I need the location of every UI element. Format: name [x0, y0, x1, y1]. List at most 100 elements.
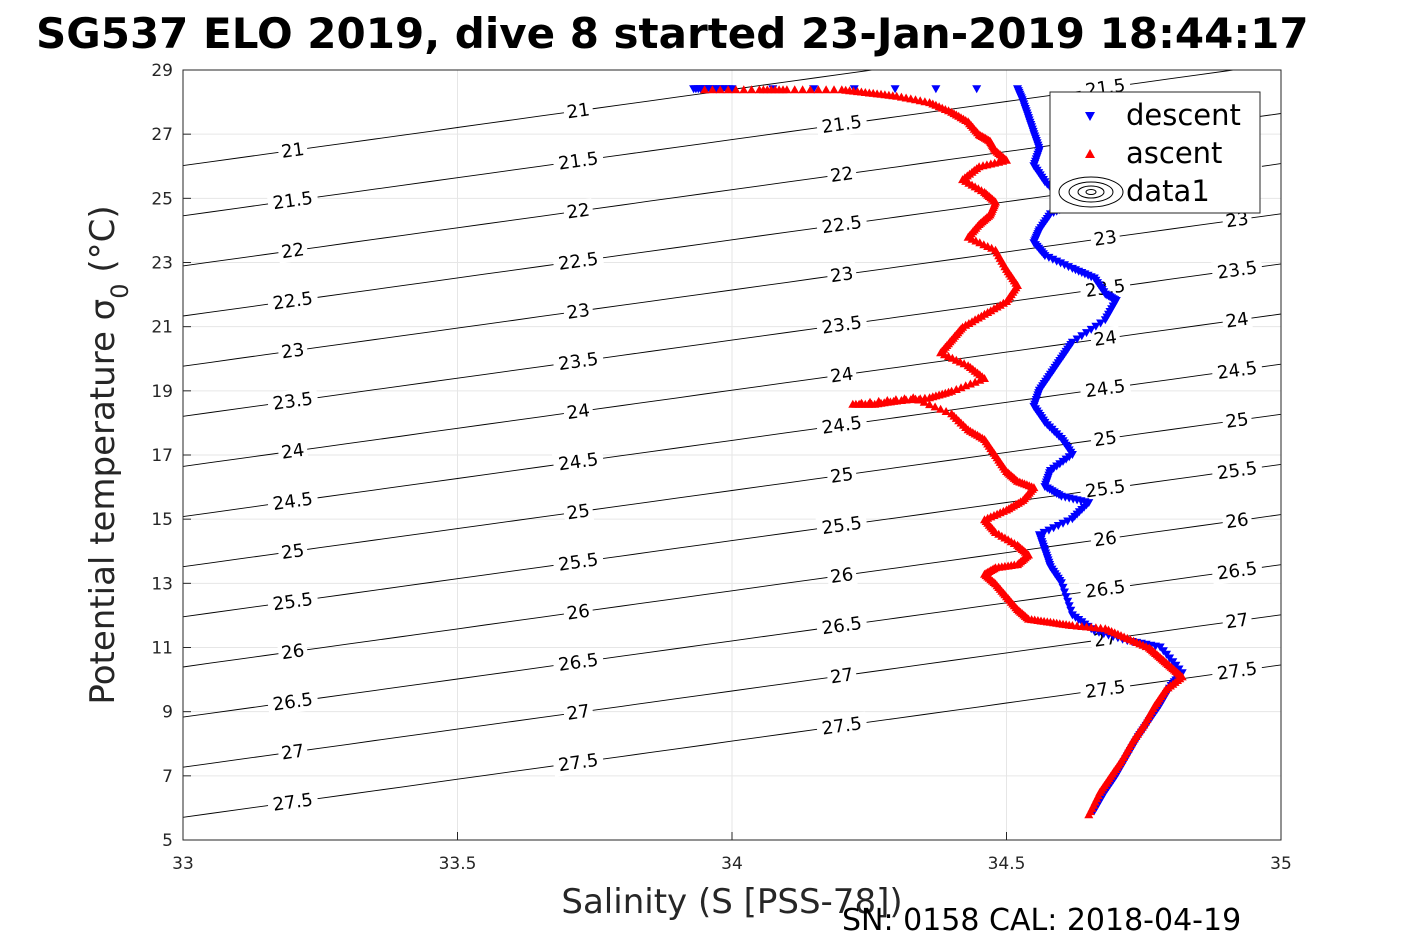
- contour-label-text: 26: [829, 564, 855, 588]
- descent-point: [1053, 522, 1063, 530]
- contour-label: 23: [825, 261, 858, 288]
- descent-point: [1058, 583, 1068, 592]
- ascent-point: [707, 85, 717, 94]
- contour-label: 22: [562, 198, 595, 224]
- x-tick-label: 33.5: [439, 854, 477, 874]
- x-tick-label: 33: [172, 854, 194, 874]
- ascent-point: [951, 385, 961, 393]
- contour-label: 24: [1221, 307, 1253, 333]
- descent-point: [1063, 597, 1073, 606]
- ascent-point: [975, 375, 985, 384]
- contour-label: 26: [1089, 526, 1122, 552]
- ascent-point: [1084, 810, 1094, 819]
- ascent-point: [865, 397, 875, 406]
- contour-label: 23: [276, 338, 309, 364]
- contour-label-bg: [562, 599, 595, 625]
- legend-contour-icon: [1058, 176, 1124, 208]
- contour-label-bg: [815, 109, 869, 139]
- contour-label-bg: [266, 286, 320, 316]
- contour-label: 25.5: [552, 547, 605, 577]
- contour-label-bg: [276, 237, 309, 264]
- chart-title: SG537 ELO 2019, dive 8 started 23-Jan-20…: [36, 9, 1309, 58]
- contour-label-text: 27: [829, 664, 855, 688]
- contour-label-bg: [825, 261, 858, 288]
- contour-label-bg: [1221, 608, 1253, 634]
- descent-point: [1061, 593, 1071, 602]
- contour-label-text: 23: [566, 300, 592, 324]
- contour-label-text: 27: [1224, 609, 1250, 633]
- descent-point: [1082, 329, 1091, 338]
- y-tick-label: 25: [151, 189, 173, 209]
- legend-ascent-marker: [1085, 149, 1095, 158]
- contour-label-text: 23: [1093, 227, 1119, 251]
- contour-label: 25: [276, 538, 309, 565]
- contour-label: 24: [1089, 325, 1122, 352]
- footer-serial-calibration: SN: 0158 CAL: 2018-04-19: [842, 903, 1241, 938]
- contour-label-text: 24: [1093, 327, 1119, 351]
- contour-label-text: 24: [1224, 309, 1250, 333]
- ascent-point: [891, 395, 901, 404]
- descent-point: [1066, 606, 1076, 615]
- contour-label-text: 23: [280, 339, 306, 363]
- descent-point: [972, 85, 982, 94]
- contour-label: 24: [276, 438, 309, 465]
- y-tick-label: 7: [162, 767, 173, 787]
- contour-label-bg: [1089, 526, 1122, 552]
- contour-label-text: 22: [566, 200, 592, 224]
- contour-label: 22: [825, 161, 858, 188]
- descent-point: [1049, 524, 1059, 533]
- contour-label-text: 25: [1093, 427, 1119, 451]
- contour-label-bg: [1089, 225, 1122, 252]
- contour-label-text: 23: [829, 263, 855, 287]
- contour-label-bg: [1221, 407, 1253, 434]
- contour-label: 26.5: [266, 687, 320, 717]
- contour-label-bg: [815, 711, 869, 741]
- x-axis-label: Salinity (S [PSS-78]): [561, 882, 902, 922]
- descent-point: [1063, 517, 1073, 526]
- descent-point: [1056, 579, 1066, 588]
- ascent-point: [908, 393, 918, 402]
- ascent-point: [941, 407, 951, 415]
- contour-label-text: 21: [566, 99, 592, 123]
- contour-label-bg: [1210, 656, 1264, 686]
- contour-label-text: 27: [280, 741, 306, 765]
- contour-label: 22.5: [552, 246, 605, 276]
- contour-label-bg: [266, 787, 320, 817]
- contour-label: 22: [276, 237, 309, 264]
- x-tick-label: 34.5: [988, 854, 1026, 874]
- contour-label-bg: [815, 611, 869, 640]
- contour-label-bg: [1210, 255, 1264, 285]
- contour-label-text: 25: [280, 540, 306, 564]
- contour-label-bg: [1210, 556, 1264, 586]
- descent-point: [1072, 335, 1082, 344]
- ascent-point: [965, 379, 975, 388]
- x-tick-label: 35: [1270, 854, 1292, 874]
- contour-label-text: 22: [280, 239, 306, 263]
- contour-label: 25: [1089, 425, 1122, 452]
- ascent-point: [739, 85, 749, 94]
- descent-point: [1091, 322, 1101, 331]
- ascent-point: [731, 85, 741, 94]
- ascent-point: [848, 399, 858, 408]
- contour-label-bg: [266, 687, 320, 717]
- contour-label: 23: [562, 298, 595, 325]
- descent-point: [931, 85, 941, 94]
- contour-label: 27.5: [266, 787, 320, 817]
- contour-label-bg: [552, 146, 605, 176]
- contour-label-bg: [1210, 456, 1264, 485]
- contour-label-bg: [562, 298, 595, 325]
- descent-point: [1100, 316, 1110, 325]
- contour-label: 24.5: [1210, 355, 1264, 385]
- contour-label: 25.5: [1079, 474, 1132, 504]
- descent-point: [1096, 319, 1106, 328]
- ascent-point: [882, 396, 892, 404]
- contour-label: 27: [825, 662, 858, 689]
- contour-label-bg: [276, 338, 309, 364]
- contour-label: 25: [562, 498, 595, 525]
- legend-data1-label: data1: [1126, 174, 1210, 208]
- contour-label-bg: [825, 662, 858, 689]
- ascent-point: [919, 397, 929, 406]
- contour-label-text: 26: [566, 601, 592, 625]
- y-tick-label: 13: [151, 574, 173, 594]
